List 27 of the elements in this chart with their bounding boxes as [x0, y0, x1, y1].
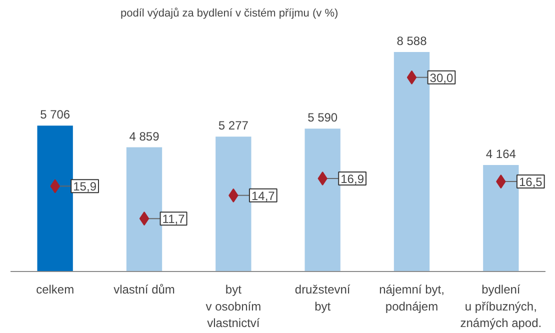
x-tick-label: nájemní byt, podnájem	[379, 282, 444, 314]
data-label: 4 164	[486, 147, 516, 162]
chart-subtitle: podíl výdajů za bydlení v čistém příjmu (v %)	[120, 8, 338, 20]
data-label: 5 590	[308, 110, 338, 125]
x-tick-label: byt v osobním vlastnictví	[206, 282, 262, 330]
bar	[37, 126, 73, 272]
data-label: 30,0	[430, 70, 454, 85]
data-label: 16,9	[340, 172, 364, 186]
bar	[304, 128, 340, 272]
data-label: 5 706	[40, 108, 70, 122]
x-tick-label: vlastní dům	[114, 282, 175, 296]
x-tick-label: celkem	[36, 282, 74, 296]
point	[406, 70, 417, 84]
data-label: 16,5	[518, 175, 543, 190]
x-tick-label: družstevní byt	[294, 282, 351, 314]
data-label: 15,9	[73, 180, 97, 194]
point	[139, 212, 150, 226]
data-label: 4 859	[129, 129, 160, 144]
bar	[126, 147, 162, 272]
x-tick-label: bydlení u příbuzných, známých apod.	[460, 282, 542, 330]
data-label: 14,7	[251, 188, 276, 203]
data-label: 5 277	[218, 118, 249, 133]
bar	[394, 52, 430, 272]
data-label: 11,7	[162, 212, 186, 226]
bar	[216, 136, 252, 272]
bar	[483, 165, 519, 272]
data-label: 8 588	[396, 34, 428, 48]
